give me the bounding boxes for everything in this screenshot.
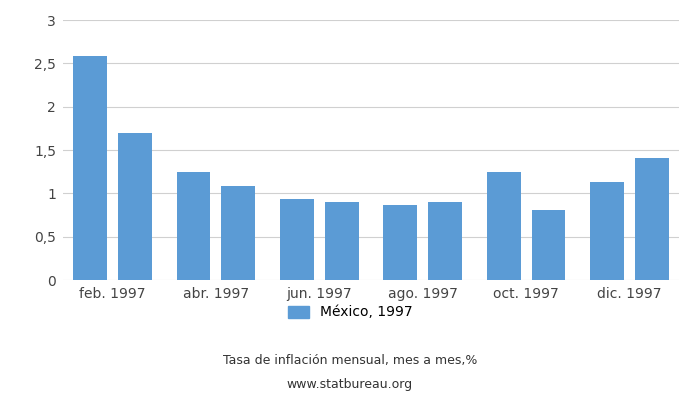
Legend: México, 1997: México, 1997	[282, 300, 418, 325]
Bar	[280, 200, 314, 280]
Bar	[486, 172, 521, 280]
Bar	[428, 202, 462, 280]
Bar	[590, 182, 624, 280]
Bar	[635, 158, 669, 280]
Text: Tasa de inflación mensual, mes a mes,%: Tasa de inflación mensual, mes a mes,%	[223, 354, 477, 367]
Bar	[325, 202, 358, 280]
Bar	[384, 205, 417, 280]
Bar	[73, 56, 107, 280]
Bar	[221, 186, 255, 280]
Bar	[176, 172, 210, 280]
Bar	[532, 210, 566, 280]
Text: www.statbureau.org: www.statbureau.org	[287, 378, 413, 391]
Bar	[118, 133, 152, 280]
